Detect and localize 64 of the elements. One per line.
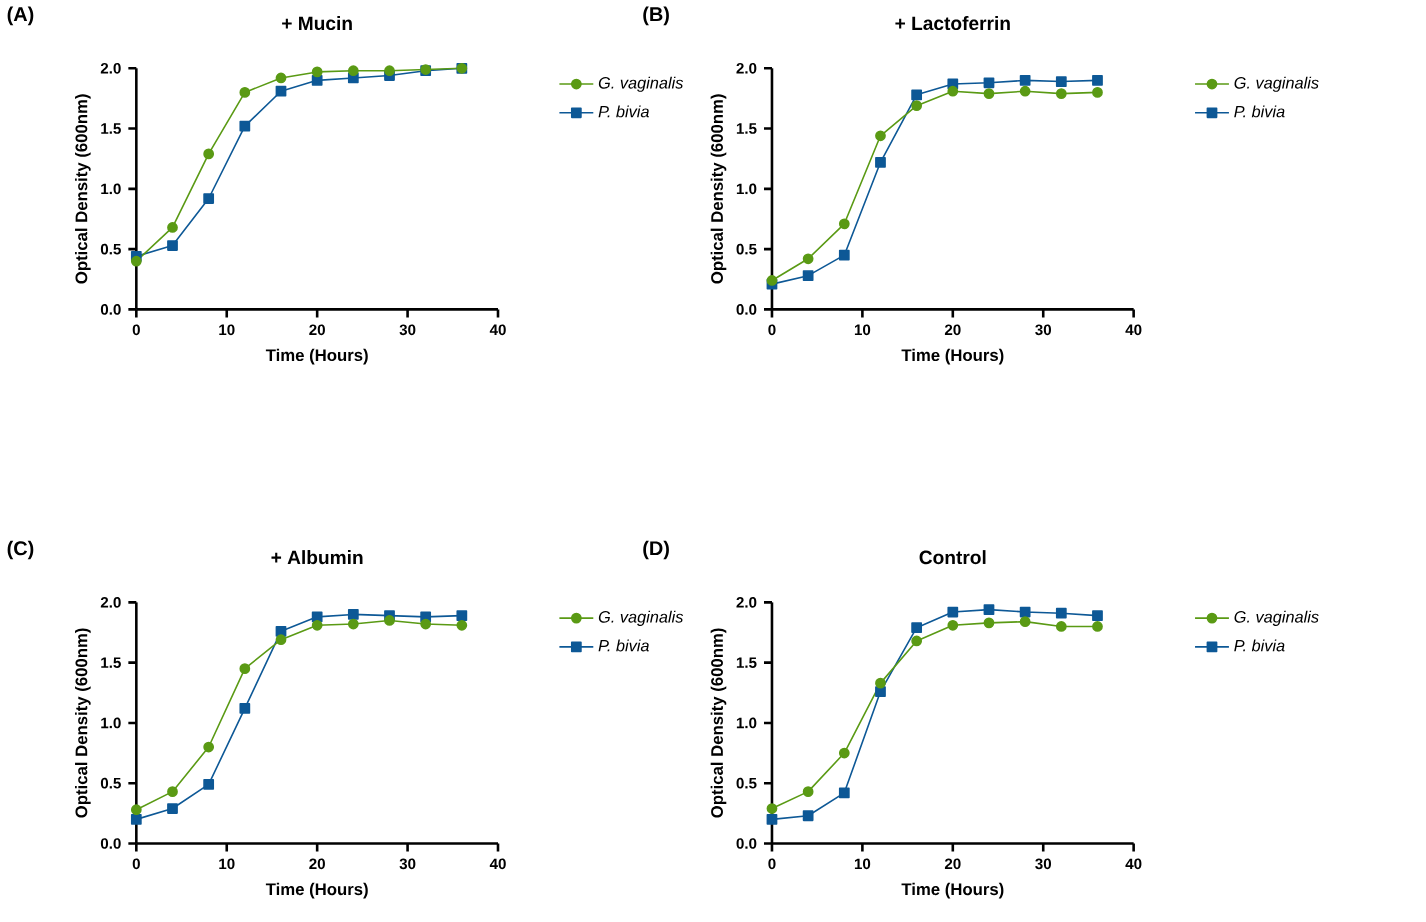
y-tick-label: 0.5	[100, 777, 121, 789]
y-tick-label: 1.5	[101, 123, 121, 134]
legend-label: P. bivia	[1234, 105, 1285, 118]
y-axis-title: Optical Density (600nm)	[710, 628, 727, 818]
y-tick-label: 0.0	[736, 304, 757, 315]
x-tick-label: 10	[854, 324, 871, 336]
y-axis-title: Optical Density (600nm)	[75, 628, 91, 818]
y-tick-label: 0.5	[100, 243, 121, 255]
y-tick-label: 1.5	[736, 123, 757, 134]
text: (D)	[643, 540, 669, 560]
y-tick-label: 1.5	[101, 657, 121, 669]
y-tick-label: 1.0	[736, 717, 757, 729]
x-tick-label: 30	[1035, 324, 1052, 336]
y-tick-label: 2.0	[100, 63, 121, 74]
legend-label: G. vaginalis	[598, 610, 684, 627]
x-tick-label: 20	[944, 324, 961, 336]
x-tick-label: 30	[399, 324, 416, 336]
chart-title: Control	[919, 550, 986, 565]
y-axis-title: Optical Density (600nm)	[710, 94, 727, 284]
x-tick-label: 30	[399, 858, 416, 870]
text: (B)	[643, 6, 669, 26]
x-axis-title: Time (Hours)	[901, 882, 1004, 899]
legend-label: P. bivia	[598, 105, 649, 118]
x-tick-label: 10	[219, 324, 235, 336]
y-axis-title: Optical Density (600nm)	[75, 94, 91, 284]
y-tick-label: 0.0	[100, 304, 121, 315]
legend-label: P. bivia	[1234, 639, 1285, 652]
legend-label: G. vaginalis	[1234, 610, 1319, 627]
x-axis-title: Time (Hours)	[901, 348, 1004, 365]
x-tick-label: 40	[489, 858, 506, 870]
y-tick-label: 2.0	[736, 597, 757, 608]
y-tick-label: 1.5	[736, 657, 757, 669]
chart-title: + Mucin	[282, 16, 352, 31]
y-tick-label: 2.0	[100, 597, 121, 608]
x-tick-label: 40	[489, 324, 506, 336]
y-tick-label: 1.0	[736, 183, 757, 195]
x-tick-label: 0	[768, 858, 776, 870]
y-tick-label: 0.0	[100, 838, 121, 849]
x-tick-label: 40	[1125, 324, 1142, 336]
legend-label: P. bivia	[598, 639, 649, 652]
text: (C)	[7, 540, 34, 560]
x-tick-label: 30	[1035, 858, 1052, 870]
chart-title: + Albumin	[271, 550, 363, 565]
legend-label: G. vaginalis	[1234, 76, 1319, 92]
y-tick-label: 1.0	[101, 717, 121, 729]
x-axis-title: Time (Hours)	[265, 882, 368, 899]
x-axis-title: Time (Hours)	[265, 348, 368, 365]
x-tick-label: 20	[309, 858, 325, 870]
y-tick-label: 1.0	[101, 183, 121, 195]
x-tick-label: 0	[768, 324, 776, 336]
x-tick-label: 0	[132, 324, 140, 336]
y-tick-label: 0.5	[736, 243, 757, 255]
chart-title: + Lactoferrin	[895, 16, 1010, 31]
x-tick-label: 10	[854, 858, 871, 870]
y-tick-label: 0.5	[736, 777, 757, 789]
x-tick-label: 10	[219, 858, 235, 870]
x-tick-label: 20	[944, 858, 961, 870]
x-tick-label: 0	[132, 858, 140, 870]
x-tick-label: 20	[309, 324, 325, 336]
text: (A)	[7, 6, 34, 26]
y-tick-label: 0.0	[736, 838, 757, 849]
y-tick-label: 2.0	[736, 63, 757, 74]
x-tick-label: 40	[1125, 858, 1142, 870]
legend-label: G. vaginalis	[598, 76, 684, 92]
